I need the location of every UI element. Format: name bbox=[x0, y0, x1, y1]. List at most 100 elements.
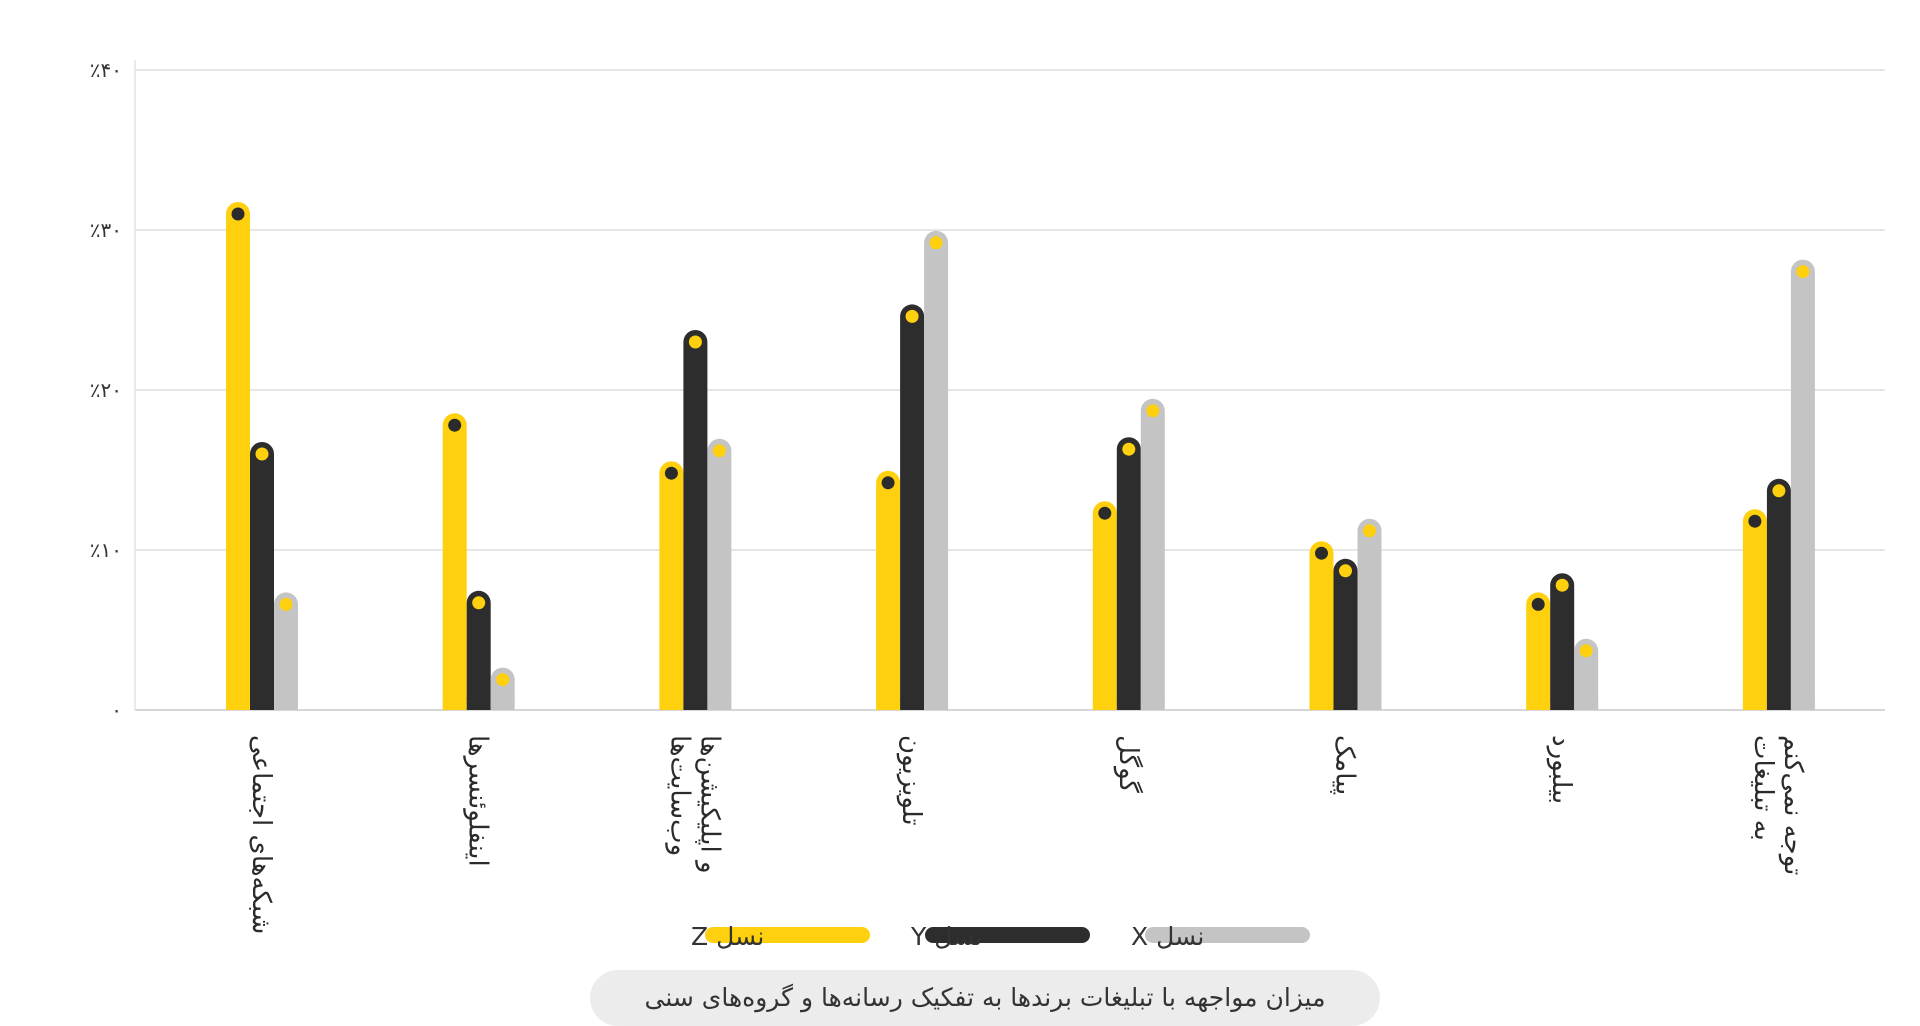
bar-marker bbox=[688, 335, 702, 349]
legend-swatch bbox=[925, 927, 1090, 943]
bar bbox=[226, 202, 250, 710]
x-tick-label-line: تلویزیون bbox=[896, 735, 926, 826]
grid-lines bbox=[135, 69, 1885, 711]
y-tick-label: ٪۲۰ bbox=[90, 378, 122, 402]
bar-base bbox=[1116, 698, 1141, 710]
bar bbox=[442, 413, 467, 710]
bar-base bbox=[1574, 698, 1599, 710]
caption: میزان مواجهه با تبلیغات برندها به تفکیک … bbox=[590, 970, 1380, 1026]
bar-marker bbox=[472, 596, 486, 610]
y-tick-label: ۰ bbox=[111, 698, 122, 722]
bar-base bbox=[466, 698, 491, 710]
bar-base bbox=[659, 698, 684, 710]
bar-marker bbox=[1748, 514, 1762, 528]
bar bbox=[1309, 541, 1334, 710]
bar-base bbox=[1140, 698, 1165, 710]
bar-marker bbox=[929, 236, 943, 250]
bar bbox=[1357, 518, 1382, 710]
x-tick-label-line: گوگل bbox=[1113, 735, 1144, 794]
bar-marker bbox=[1531, 597, 1545, 611]
bar-marker bbox=[1772, 484, 1786, 498]
bar-base bbox=[274, 698, 298, 710]
x-tick-label-line: به تبلیغات bbox=[1748, 735, 1778, 841]
bar-marker bbox=[664, 466, 678, 480]
bar bbox=[924, 230, 949, 711]
bar bbox=[683, 330, 708, 710]
legend-label: نسل Y bbox=[910, 922, 982, 951]
bar-base bbox=[1742, 698, 1767, 710]
x-tick-label: به تبلیغات توجه نمی‌کنم bbox=[1748, 735, 1808, 875]
bar-base bbox=[1309, 698, 1334, 710]
x-axis-labels: شبکه‌های اجتماعی اینفلوئنسرها وب‌سایت‌ها و … bbox=[246, 735, 1808, 934]
bar bbox=[274, 592, 298, 710]
legend-swatch bbox=[705, 927, 870, 943]
bar bbox=[466, 590, 491, 710]
bar bbox=[1140, 398, 1165, 710]
legend-label: نسل X bbox=[1131, 922, 1204, 951]
x-tick-label-line: وب‌سایت‌ها bbox=[664, 735, 694, 856]
bar-marker bbox=[712, 444, 726, 458]
bars bbox=[226, 202, 1815, 711]
bar-marker bbox=[881, 476, 895, 490]
y-axis: ۰ ٪۱۰ ٪۲۰ ٪۳۰ ٪۴۰ bbox=[90, 58, 136, 722]
bar-marker bbox=[1315, 546, 1328, 560]
bar-base bbox=[226, 698, 250, 710]
bar bbox=[707, 438, 732, 710]
x-tick-label: گوگل bbox=[1113, 735, 1144, 794]
y-tick-label: ٪۴۰ bbox=[90, 58, 122, 82]
x-tick-label: تلویزیون bbox=[896, 735, 926, 826]
x-tick-label-line: و اپلیکیشن‌ها bbox=[694, 735, 724, 874]
bar-marker bbox=[255, 447, 269, 461]
x-tick-label-line: پیامک bbox=[1330, 735, 1360, 795]
x-tick-label-line: بیلبورد bbox=[1546, 735, 1576, 804]
bar bbox=[1790, 259, 1815, 710]
bar bbox=[250, 442, 274, 710]
legend-label: نسل Z bbox=[691, 922, 764, 951]
bar bbox=[1116, 437, 1141, 710]
x-tick-label: وب‌سایت‌ها و اپلیکیشن‌ها bbox=[664, 735, 724, 874]
bar bbox=[1333, 558, 1358, 710]
bar bbox=[900, 304, 925, 710]
bar bbox=[1766, 478, 1791, 710]
legend-swatch bbox=[1145, 927, 1310, 943]
bar bbox=[876, 470, 901, 710]
bar-base bbox=[1333, 698, 1358, 710]
bar-base bbox=[1550, 698, 1575, 710]
bar bbox=[1574, 638, 1599, 710]
bar-base bbox=[683, 698, 708, 710]
bar-base bbox=[1357, 698, 1382, 710]
bar-marker bbox=[1339, 564, 1352, 578]
caption-pill bbox=[590, 970, 1380, 1026]
bar bbox=[1526, 592, 1551, 710]
bar-base bbox=[442, 698, 467, 710]
bar-marker bbox=[1098, 506, 1112, 520]
bar-marker bbox=[1363, 524, 1376, 538]
bar-base bbox=[250, 698, 274, 710]
y-tick-label: ٪۱۰ bbox=[90, 538, 122, 562]
bar-base bbox=[1092, 698, 1117, 710]
x-tick-label-line: توجه نمی‌کنم bbox=[1778, 735, 1808, 875]
bar bbox=[1092, 501, 1117, 710]
caption-text: میزان مواجهه با تبلیغات برندها به تفکیک … bbox=[644, 983, 1325, 1013]
x-tick-label: شبکه‌های اجتماعی bbox=[246, 735, 276, 934]
bar-base bbox=[900, 698, 925, 710]
x-tick-label-line: اینفلوئنسرها bbox=[463, 735, 493, 867]
bar-base bbox=[1526, 698, 1551, 710]
x-tick-label: اینفلوئنسرها bbox=[463, 735, 493, 867]
bar-marker bbox=[1146, 404, 1160, 418]
bar-marker bbox=[905, 309, 919, 323]
bar-marker bbox=[448, 418, 462, 432]
bar-marker bbox=[1122, 442, 1136, 456]
bar-marker bbox=[496, 673, 510, 687]
bar bbox=[659, 461, 684, 710]
y-tick-label: ٪۳۰ bbox=[90, 218, 122, 242]
legend: نسل X نسل Y نسل Z bbox=[691, 922, 1310, 951]
x-tick-label: بیلبورد bbox=[1546, 735, 1576, 804]
bar-marker bbox=[1796, 265, 1810, 279]
bar-base bbox=[1790, 698, 1815, 710]
bar-base bbox=[707, 698, 732, 710]
bar-marker bbox=[231, 207, 245, 221]
bar-marker bbox=[1555, 578, 1569, 592]
bar-base bbox=[876, 698, 901, 710]
